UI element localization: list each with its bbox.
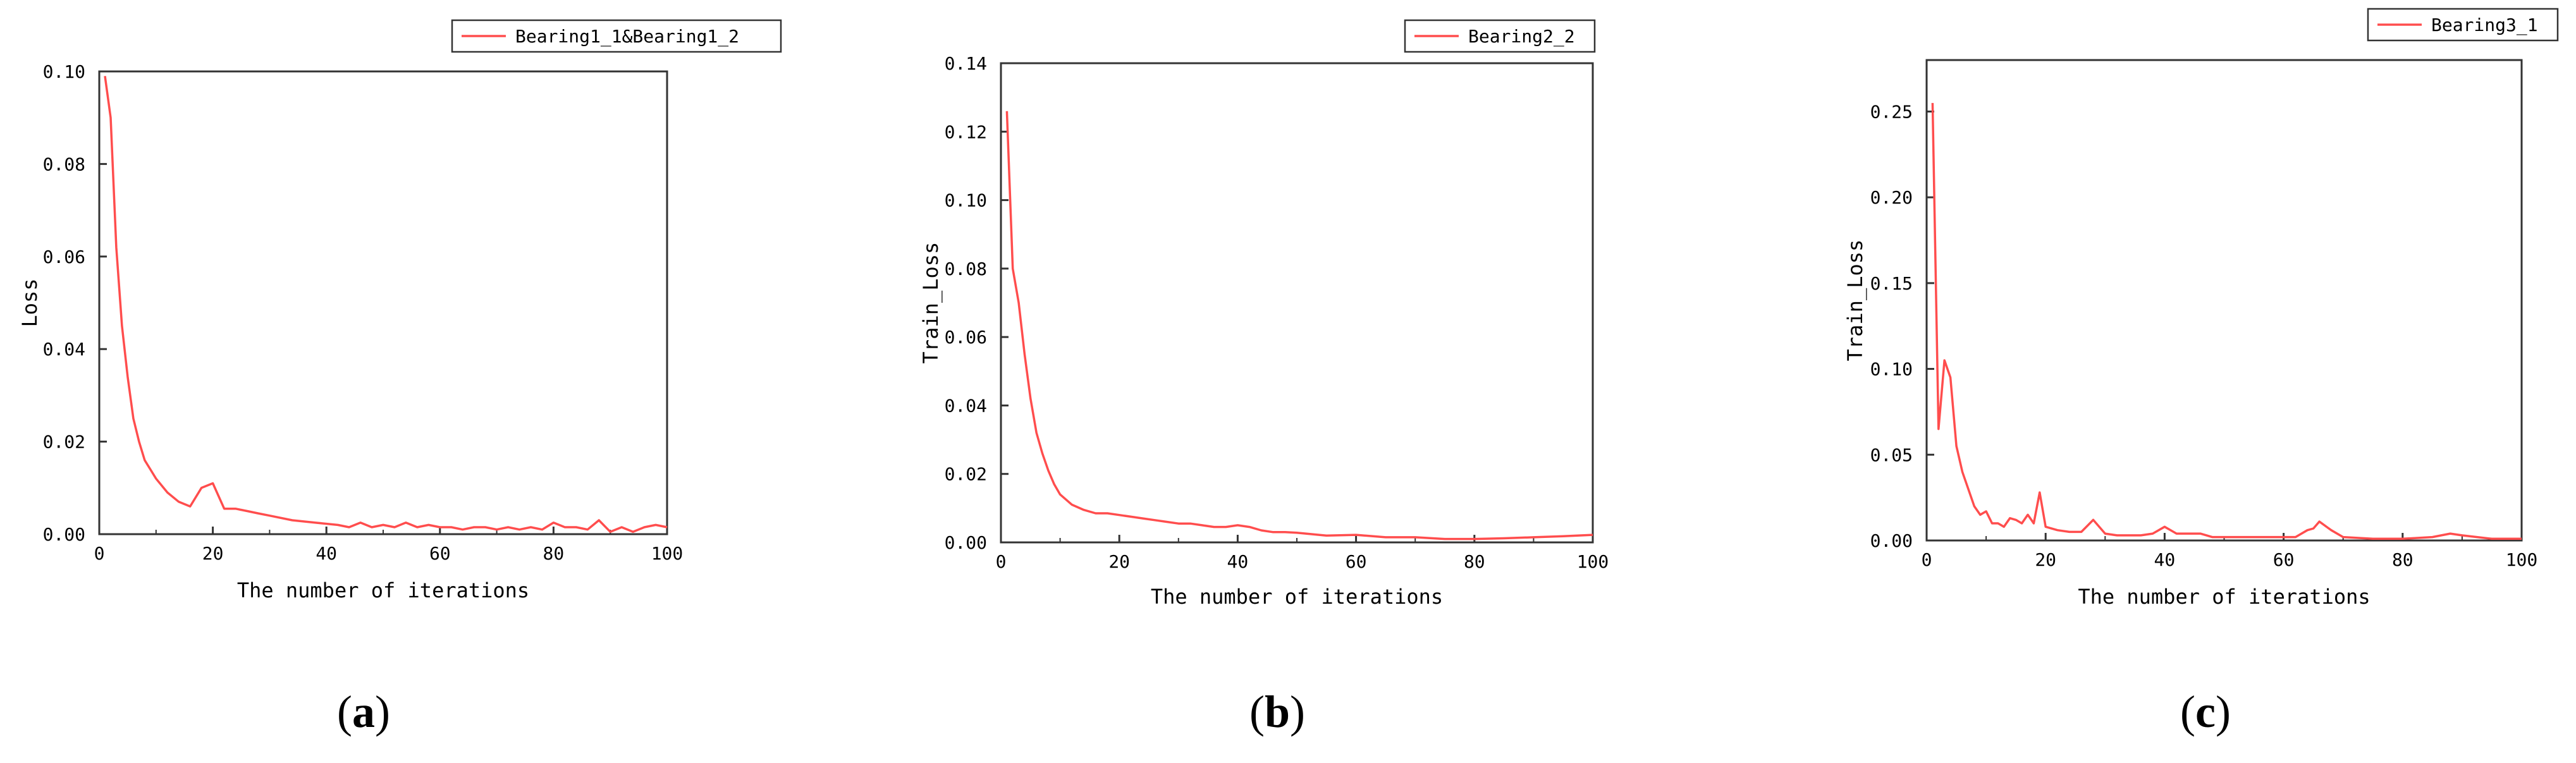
x-tick-label: 80 — [543, 543, 565, 564]
y-tick-label: 0.02 — [945, 464, 987, 485]
legend: Bearing2_2 — [1404, 19, 1596, 53]
legend: Bearing3_1 — [2367, 8, 2559, 42]
x-tick-label: 80 — [1464, 551, 1485, 572]
y-tick-label: 0.08 — [945, 259, 987, 279]
legend-label: Bearing1_1&Bearing1_2 — [515, 26, 739, 47]
series-line-c — [1931, 102, 2522, 540]
x-tick-label: 100 — [1577, 551, 1609, 572]
legend-label: Bearing3_1 — [2431, 15, 2538, 36]
x-tick-label: 60 — [429, 543, 451, 564]
y-axis-label: Loss — [18, 278, 42, 327]
y-tick-label: 0.14 — [945, 53, 987, 74]
x-tick-label: 80 — [2392, 549, 2413, 570]
y-tick-label: 0.05 — [1870, 444, 1913, 465]
y-tick-label: 0.10 — [945, 190, 987, 211]
plot-frame — [1000, 62, 1594, 544]
y-tick-label: 0.00 — [945, 532, 987, 553]
y-tick-label: 0.04 — [43, 339, 85, 360]
x-tick-label: 100 — [651, 543, 684, 564]
x-tick-label: 0 — [1922, 549, 1932, 570]
plot-frame — [98, 70, 668, 535]
y-tick-label: 0.06 — [43, 247, 85, 267]
y-tick-label: 0.06 — [945, 327, 987, 348]
x-tick-label: 40 — [316, 543, 337, 564]
y-axis-label: Train_Loss — [1843, 240, 1867, 362]
chart-panel-b: 0 20 40 60 80 100 0.00 0.02 0.04 0.06 0.08 0.10 0.12… — [919, 19, 1609, 609]
x-tick-label: 60 — [2273, 549, 2295, 570]
plot-frame — [1925, 59, 2523, 542]
caption-c: (c) — [2180, 687, 2231, 737]
y-tick-label: 0.02 — [43, 432, 85, 453]
y-tick-label: 0.10 — [1870, 359, 1913, 380]
y-tick-label: 0.25 — [1870, 101, 1913, 122]
x-tick-label: 20 — [2035, 549, 2056, 570]
series-line-a — [104, 76, 668, 534]
x-tick-label: 0 — [996, 551, 1007, 572]
caption-a: (a) — [337, 687, 390, 737]
y-tick-label: 0.20 — [1870, 187, 1913, 208]
y-axis-label: Train_Loss — [919, 242, 943, 364]
x-axis-label: The number of iterations — [1151, 585, 1443, 609]
x-tick-label: 60 — [1346, 551, 1367, 572]
legend: Bearing1_1&Bearing1_2 — [451, 19, 782, 53]
x-axis-label: The number of iterations — [2078, 585, 2370, 609]
y-tick-label: 0.08 — [43, 154, 85, 174]
chart-panel-c: 0 20 40 60 80 100 0.00 0.05 0.10 0.15 0.20 0.25 The … — [1843, 8, 2559, 609]
x-tick-label: 20 — [202, 543, 224, 564]
x-tick-label: 40 — [1227, 551, 1249, 572]
x-tick-label: 0 — [94, 543, 105, 564]
caption-b: (b) — [1249, 687, 1306, 737]
x-axis-label: The number of iterations — [237, 578, 529, 602]
x-tick-label: 100 — [2506, 549, 2538, 570]
y-tick-label: 0.12 — [945, 121, 987, 142]
x-tick-label: 40 — [2154, 549, 2176, 570]
legend-box — [451, 19, 782, 53]
x-tick-label: 20 — [1108, 551, 1130, 572]
y-tick-label: 0.04 — [945, 395, 987, 416]
chart-panel-a: 0 20 40 60 80 100 0.00 0.02 0.04 0.06 0.08 0.10 The … — [18, 19, 782, 602]
y-tick-label: 0.15 — [1870, 273, 1913, 294]
y-tick-label: 0.00 — [1870, 530, 1913, 551]
legend-label: Bearing2_2 — [1468, 26, 1575, 47]
y-tick-label: 0.10 — [43, 61, 85, 82]
y-tick-label: 0.00 — [43, 524, 85, 545]
series-line-b — [1005, 111, 1593, 540]
